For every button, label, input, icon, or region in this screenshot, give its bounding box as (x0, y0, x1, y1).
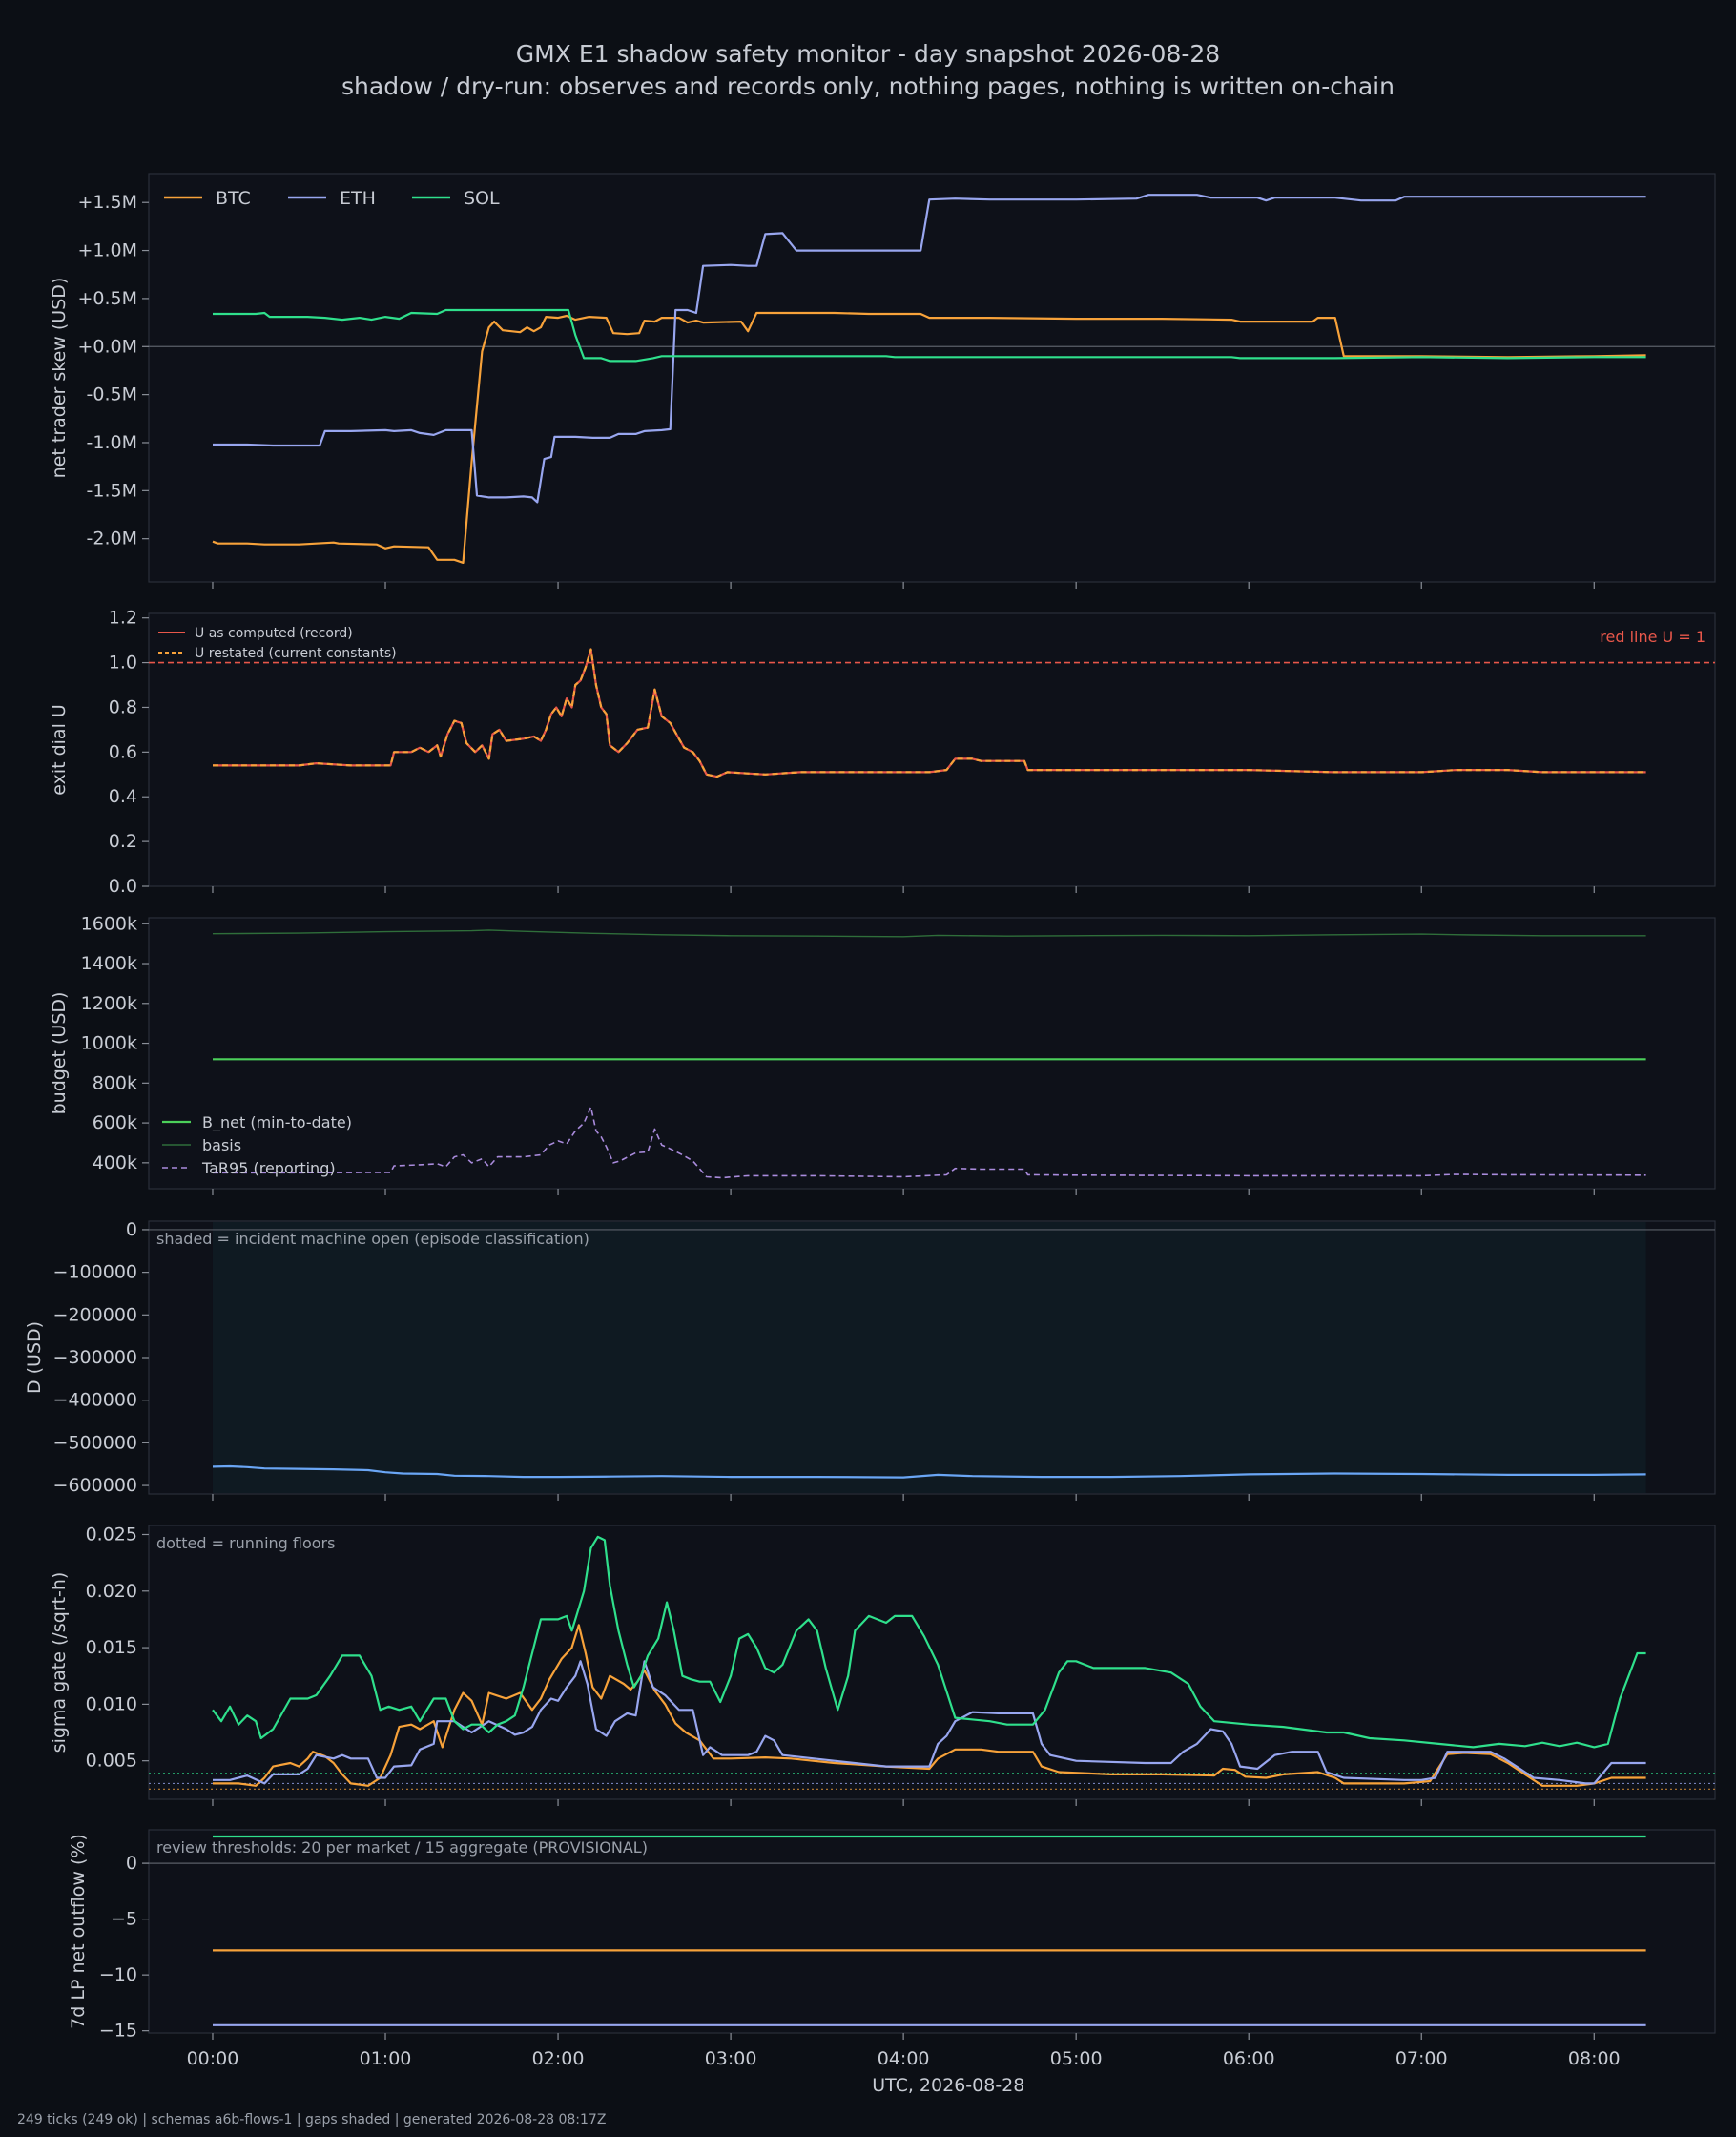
series-line-tar95-reporting- (213, 1106, 1646, 1179)
y-tick-label: 0.010 (86, 1693, 137, 1714)
legend-label: basis (202, 1136, 241, 1154)
y-tick-label: −400000 (53, 1390, 137, 1411)
panel-frame (148, 917, 1716, 1190)
panel-2: 1.2 1.0 0.8 0.6 0.4 0.2 0.0 exit dial U red line… (49, 608, 1716, 897)
y-axis-label: net trader skew (USD) (49, 278, 70, 479)
panel-frame (148, 1829, 1716, 2034)
series-line-u-restated-current-constants- (213, 648, 1646, 778)
y-tick-label: +0.5M (77, 288, 137, 309)
y-tick-label: −600000 (53, 1475, 137, 1496)
legend-label: TaR95 (reporting) (201, 1159, 336, 1177)
legend-label: B_net (min-to-date) (202, 1113, 352, 1132)
y-tick-label: 1.2 (109, 608, 137, 629)
panel-1: +1.5M +1.0M +0.5M +0.0M -0.5M -1.0M -1.5M -2.0M… (49, 173, 1716, 589)
y-tick-label: 0.015 (86, 1637, 137, 1658)
series-line-sol (212, 1535, 1646, 1749)
y-tick-label: −300000 (53, 1347, 137, 1368)
panel-6: 0 −5 −10 −15 7d LP net outflow (%) review thr… (68, 1829, 1716, 2096)
y-tick-label: 1600k (81, 913, 137, 934)
chart-title: GMX E1 shadow safety monitor - day snaps… (515, 40, 1221, 68)
y-tick-label: −10 (99, 1964, 137, 1985)
y-tick-label: 1.0 (109, 653, 137, 674)
series-line-sol (213, 308, 1646, 363)
y-tick-label: 0 (126, 1219, 137, 1240)
legend-label: BTC (216, 188, 251, 209)
y-tick-label: 400k (93, 1152, 137, 1173)
y-tick-label: -0.5M (87, 384, 137, 405)
panel-5: 0.025 0.020 0.015 0.010 0.005 sigma gate (/sq… (49, 1524, 1716, 1806)
y-tick-label: 0.020 (86, 1581, 137, 1602)
y-tick-label: 0.2 (109, 831, 137, 852)
panel-frame (148, 173, 1716, 583)
y-tick-label: 1200k (81, 993, 137, 1014)
y-tick-label: -2.0M (87, 529, 137, 550)
footer-status: 249 ticks (249 ok) | schemas a6b-flows-1… (17, 2112, 607, 2127)
x-tick-label: 02:00 (532, 2048, 585, 2069)
y-tick-label: 0.0 (109, 876, 137, 897)
y-tick-label: 0.6 (109, 741, 137, 762)
y-tick-label: -1.5M (87, 480, 137, 501)
y-axis-label: exit dial U (49, 704, 70, 796)
x-tick-label: 00:00 (187, 2048, 239, 2069)
panel-frame (148, 612, 1716, 887)
x-tick-label: 03:00 (705, 2048, 757, 2069)
y-axis-label: sigma gate (/sqrt-h) (49, 1572, 70, 1753)
y-tick-label: 800k (93, 1072, 137, 1093)
y-tick-label: 0 (126, 1853, 137, 1874)
chart-titles: GMX E1 shadow safety monitor - day snaps… (0, 38, 1736, 103)
panel-3: 1600k 1400k 1200k 1000k 800k 600k 400k budget (… (49, 913, 1716, 1195)
x-tick-label: 01:00 (360, 2048, 412, 2069)
y-tick-label: 0.005 (86, 1751, 137, 1772)
y-tick-label: −5 (111, 1909, 137, 1930)
panel-annotation: dotted = running floors (156, 1534, 335, 1552)
y-tick-label: 0.4 (109, 786, 137, 807)
x-tick-label: 08:00 (1568, 2048, 1621, 2069)
legend-label: SOL (464, 188, 500, 209)
panel-annotation: review thresholds: 20 per market / 15 ag… (156, 1838, 648, 1857)
legend-label: U as computed (record) (195, 626, 353, 641)
x-axis-label: UTC, 2026-08-28 (872, 2075, 1024, 2096)
series-line-eth (213, 1660, 1646, 1785)
y-tick-label: 600k (93, 1112, 137, 1133)
chart-subtitle: shadow / dry-run: observes and records o… (341, 73, 1395, 100)
series-line-basis (212, 929, 1646, 938)
panel-annotation: shaded = incident machine open (episode … (156, 1230, 589, 1248)
y-tick-label: 1000k (81, 1033, 137, 1054)
y-tick-label: +1.0M (77, 240, 137, 261)
x-tick-label: 05:00 (1050, 2048, 1103, 2069)
x-tick-label: 07:00 (1395, 2048, 1448, 2069)
shaded-incident-region (212, 1222, 1646, 1493)
y-tick-label: −15 (99, 2021, 137, 2042)
x-tick-label: 06:00 (1223, 2048, 1275, 2069)
red-line-annotation: red line U = 1 (1600, 628, 1705, 646)
x-tick-label: 04:00 (878, 2048, 930, 2069)
y-axis-label: 7d LP net outflow (%) (68, 1834, 89, 2029)
series-line-btc (213, 1624, 1646, 1787)
y-tick-label: 1400k (81, 953, 137, 974)
y-axis-label: budget (USD) (49, 992, 70, 1115)
y-tick-label: −200000 (53, 1304, 137, 1325)
y-axis-label: D (USD) (24, 1321, 45, 1394)
legend-label: U restated (current constants) (195, 646, 397, 661)
y-tick-label: +0.0M (77, 336, 137, 357)
y-tick-label: −500000 (53, 1432, 137, 1453)
legend-label: ETH (340, 188, 376, 209)
series-line-eth (213, 194, 1646, 504)
series-line-d (212, 1464, 1646, 1479)
y-tick-label: −100000 (53, 1262, 137, 1283)
y-tick-label: 0.8 (109, 696, 137, 717)
y-tick-label: -1.0M (87, 432, 137, 453)
y-tick-label: 0.025 (86, 1524, 137, 1545)
series-line-btc (212, 311, 1646, 564)
panel-4: 0 −100000 −200000 −300000 −400000 −500000 −600… (24, 1219, 1716, 1501)
y-tick-label: +1.5M (77, 192, 137, 213)
